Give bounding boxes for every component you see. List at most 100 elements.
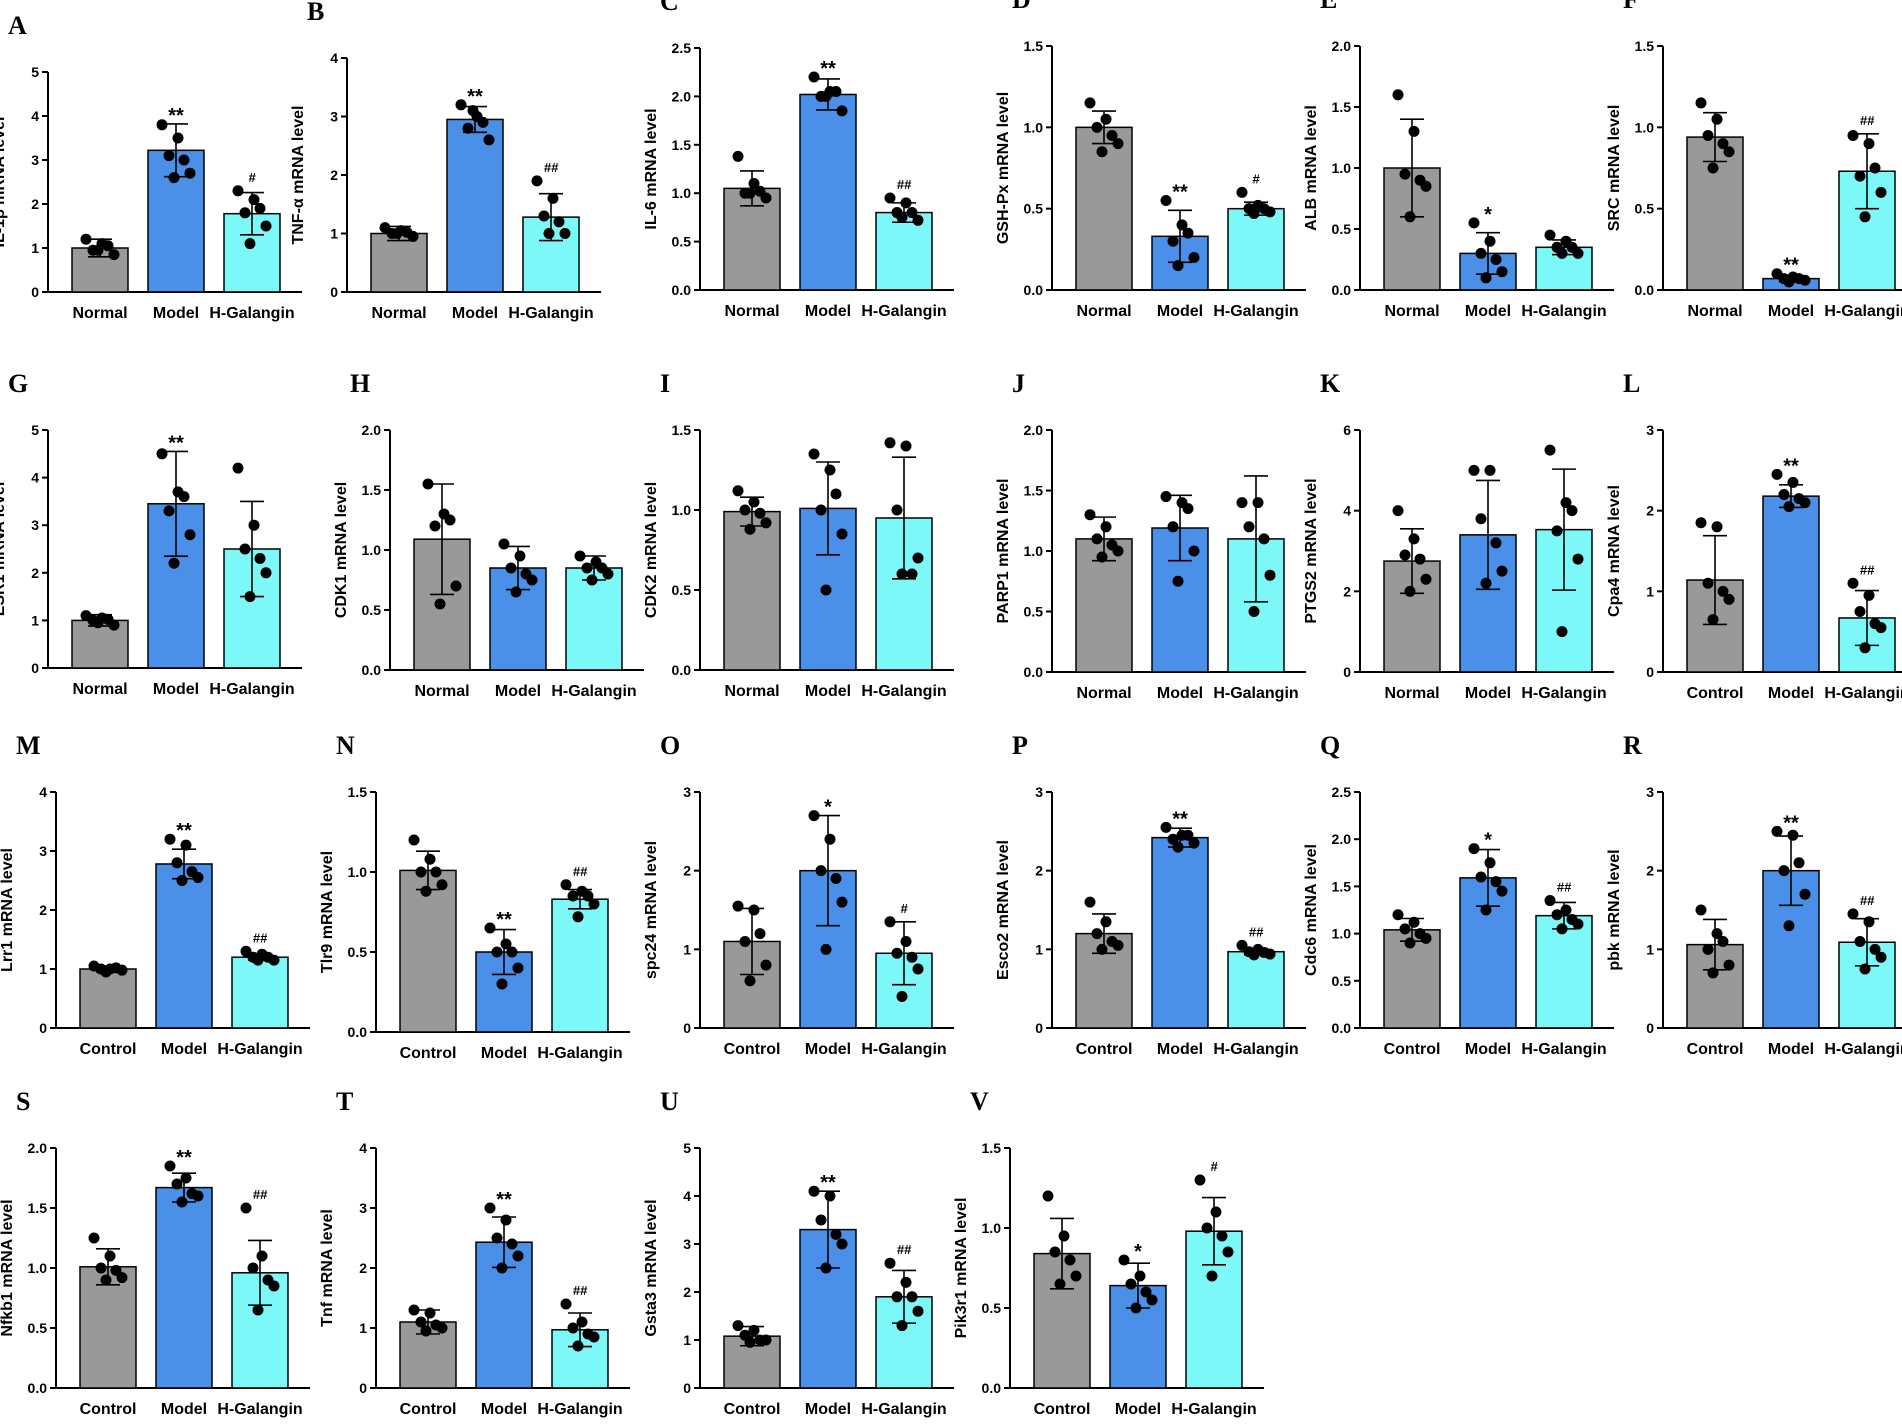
panel-m: M Lrr1 mRNA level 0 1 2 3 4 Control ** Model ## H-G…	[0, 731, 310, 1058]
data-point	[754, 1334, 766, 1346]
data-point	[422, 478, 434, 490]
panel-letter: V	[970, 1087, 989, 1116]
data-point	[1468, 217, 1480, 229]
y-tick-label: 2	[31, 565, 39, 581]
data-point	[104, 1250, 116, 1262]
bar-control	[79, 968, 137, 1029]
data-point	[1399, 549, 1411, 561]
data-point	[176, 875, 188, 886]
data-point	[1248, 949, 1260, 961]
data-point	[172, 132, 184, 144]
data-point	[506, 1238, 518, 1250]
data-point	[1392, 909, 1404, 921]
panel-letter: S	[16, 1087, 30, 1116]
significance-mark: *	[1484, 204, 1492, 226]
panel-h: H CDK1 mRNA level 0.0 0.5 1.0 1.5 2.0 Normal Mod…	[333, 369, 644, 700]
y-tick-label: 3	[39, 843, 47, 859]
category-label: H-Galangin	[861, 1041, 946, 1058]
data-point	[156, 119, 168, 131]
y-tick-label: 0.0	[1332, 282, 1352, 298]
panel-letter: H	[350, 369, 370, 398]
data-point	[1551, 525, 1563, 537]
data-point	[1556, 923, 1568, 935]
data-point	[884, 437, 896, 449]
data-point	[1787, 829, 1799, 841]
category-label: H-Galangin	[1171, 1401, 1256, 1418]
data-point	[581, 562, 593, 574]
panel-letter: B	[307, 0, 324, 26]
data-point	[176, 1196, 188, 1208]
category-label: Control	[1076, 1041, 1133, 1058]
y-tick-label: 0.0	[672, 282, 692, 298]
panel-letter: E	[1320, 0, 1337, 14]
data-point	[824, 833, 836, 845]
data-point	[567, 890, 579, 902]
data-point	[1091, 928, 1103, 940]
data-point	[1702, 129, 1714, 141]
y-tick-label: 0.0	[982, 1380, 1002, 1396]
y-tick-label: 1.0	[348, 864, 368, 880]
data-point	[88, 1232, 100, 1244]
data-point	[1176, 219, 1188, 231]
y-tick-label: 5	[683, 1140, 691, 1156]
y-tick-label: 1	[39, 961, 47, 977]
significance-mark: *	[1134, 1241, 1142, 1263]
significance-mark: **	[496, 1189, 512, 1211]
significance-mark: **	[496, 909, 512, 931]
y-tick-label: 1.5	[982, 1140, 1002, 1156]
bar-normal	[370, 232, 428, 293]
y-axis-label: Gsta3 mRNA level	[643, 1199, 660, 1336]
y-tick-label: 4	[39, 784, 47, 800]
data-point	[168, 172, 180, 184]
data-point	[1408, 125, 1420, 137]
data-point	[748, 178, 760, 190]
y-tick-label: 0	[683, 1380, 691, 1396]
data-point	[1869, 618, 1881, 630]
data-point	[1248, 208, 1260, 220]
data-point	[1049, 1246, 1061, 1258]
y-tick-label: 1.5	[348, 784, 368, 800]
y-tick-label: 2	[359, 1260, 367, 1276]
data-point	[1480, 272, 1492, 284]
y-tick-label: 1	[1646, 941, 1654, 957]
significance-mark: **	[820, 1172, 836, 1194]
category-label: Model	[481, 1045, 527, 1062]
data-point	[1216, 1230, 1228, 1242]
data-point	[739, 504, 751, 516]
data-point	[1106, 129, 1118, 141]
data-point	[1392, 505, 1404, 517]
significance-mark: *	[1484, 830, 1492, 852]
y-tick-label: 4	[1343, 503, 1351, 519]
data-point	[1707, 967, 1719, 979]
y-tick-label: 4	[31, 470, 39, 486]
data-point	[732, 1320, 744, 1332]
panel-d: D GSH-Px mRNA level 0.0 0.5 1.0 1.5 Normal ** Mo…	[995, 0, 1306, 320]
panel-letter: G	[8, 369, 28, 398]
data-point	[1793, 273, 1805, 285]
category-label: H-Galangin	[1824, 1041, 1902, 1058]
category-label: H-Galangin	[861, 683, 946, 700]
data-point	[163, 150, 175, 162]
data-point	[1869, 162, 1881, 174]
category-label: Normal	[1384, 303, 1439, 320]
significance-mark: ##	[573, 864, 588, 879]
data-point	[1084, 97, 1096, 109]
bar-model	[489, 567, 547, 671]
data-point	[815, 504, 827, 516]
data-point	[1702, 577, 1714, 589]
data-point	[1702, 943, 1714, 955]
y-tick-label: 1.5	[1332, 99, 1352, 115]
data-point	[1707, 162, 1719, 174]
data-point	[178, 154, 190, 166]
category-label: H-Galangin	[551, 683, 636, 700]
category-label: Model	[452, 305, 498, 322]
data-point	[1771, 825, 1783, 837]
data-point	[1248, 606, 1260, 617]
panel-letter: A	[8, 11, 27, 40]
category-label: Model	[1157, 1041, 1203, 1058]
category-label: Control	[400, 1045, 457, 1062]
data-point	[1847, 129, 1859, 141]
data-point	[1112, 138, 1124, 150]
data-point	[1560, 904, 1572, 916]
data-point	[1480, 904, 1492, 916]
